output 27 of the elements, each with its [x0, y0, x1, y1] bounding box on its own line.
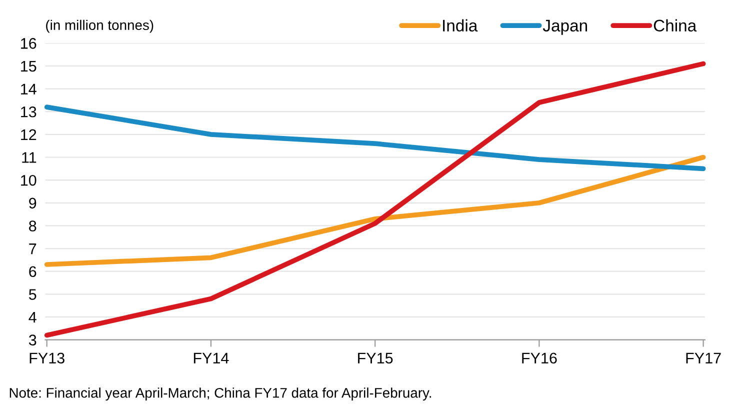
- y-tick-label: 9: [29, 198, 36, 209]
- legend-label: India: [443, 19, 478, 32]
- y-tick-label: 12: [21, 129, 36, 140]
- y-tick-label: 16: [21, 38, 36, 49]
- y-tick-label: 7: [29, 244, 36, 254]
- x-tick-label: FY14: [194, 352, 229, 364]
- y-tick-label: 10: [21, 174, 36, 186]
- y-tick-label: 4: [28, 312, 36, 323]
- legend-label: China: [654, 19, 697, 32]
- legend-label: Japan: [542, 20, 587, 35]
- y-tick-label: 3: [28, 334, 36, 346]
- y-tick-label: 13: [21, 106, 36, 118]
- y-tick-label: 11: [22, 152, 36, 163]
- y-axis-title: (in million tonnes): [46, 20, 154, 33]
- y-tick-label: 15: [21, 61, 36, 72]
- x-tick-label: FY16: [522, 352, 557, 364]
- y-tick-label: 6: [29, 266, 36, 278]
- x-tick-label: FY15: [358, 352, 393, 364]
- line-series: [44, 104, 706, 172]
- y-tick-label: 14: [21, 84, 36, 94]
- text: Note: Financial year April-March; China FY17 data for April-February.: [10, 388, 432, 401]
- y-tick-label: 8: [29, 220, 36, 232]
- x-tick-label: FY17: [686, 352, 721, 364]
- y-tick-label: 5: [28, 289, 36, 300]
- x-tick-label: FY13: [30, 352, 64, 364]
- line-series: [44, 154, 706, 267]
- line-series: [44, 61, 706, 338]
